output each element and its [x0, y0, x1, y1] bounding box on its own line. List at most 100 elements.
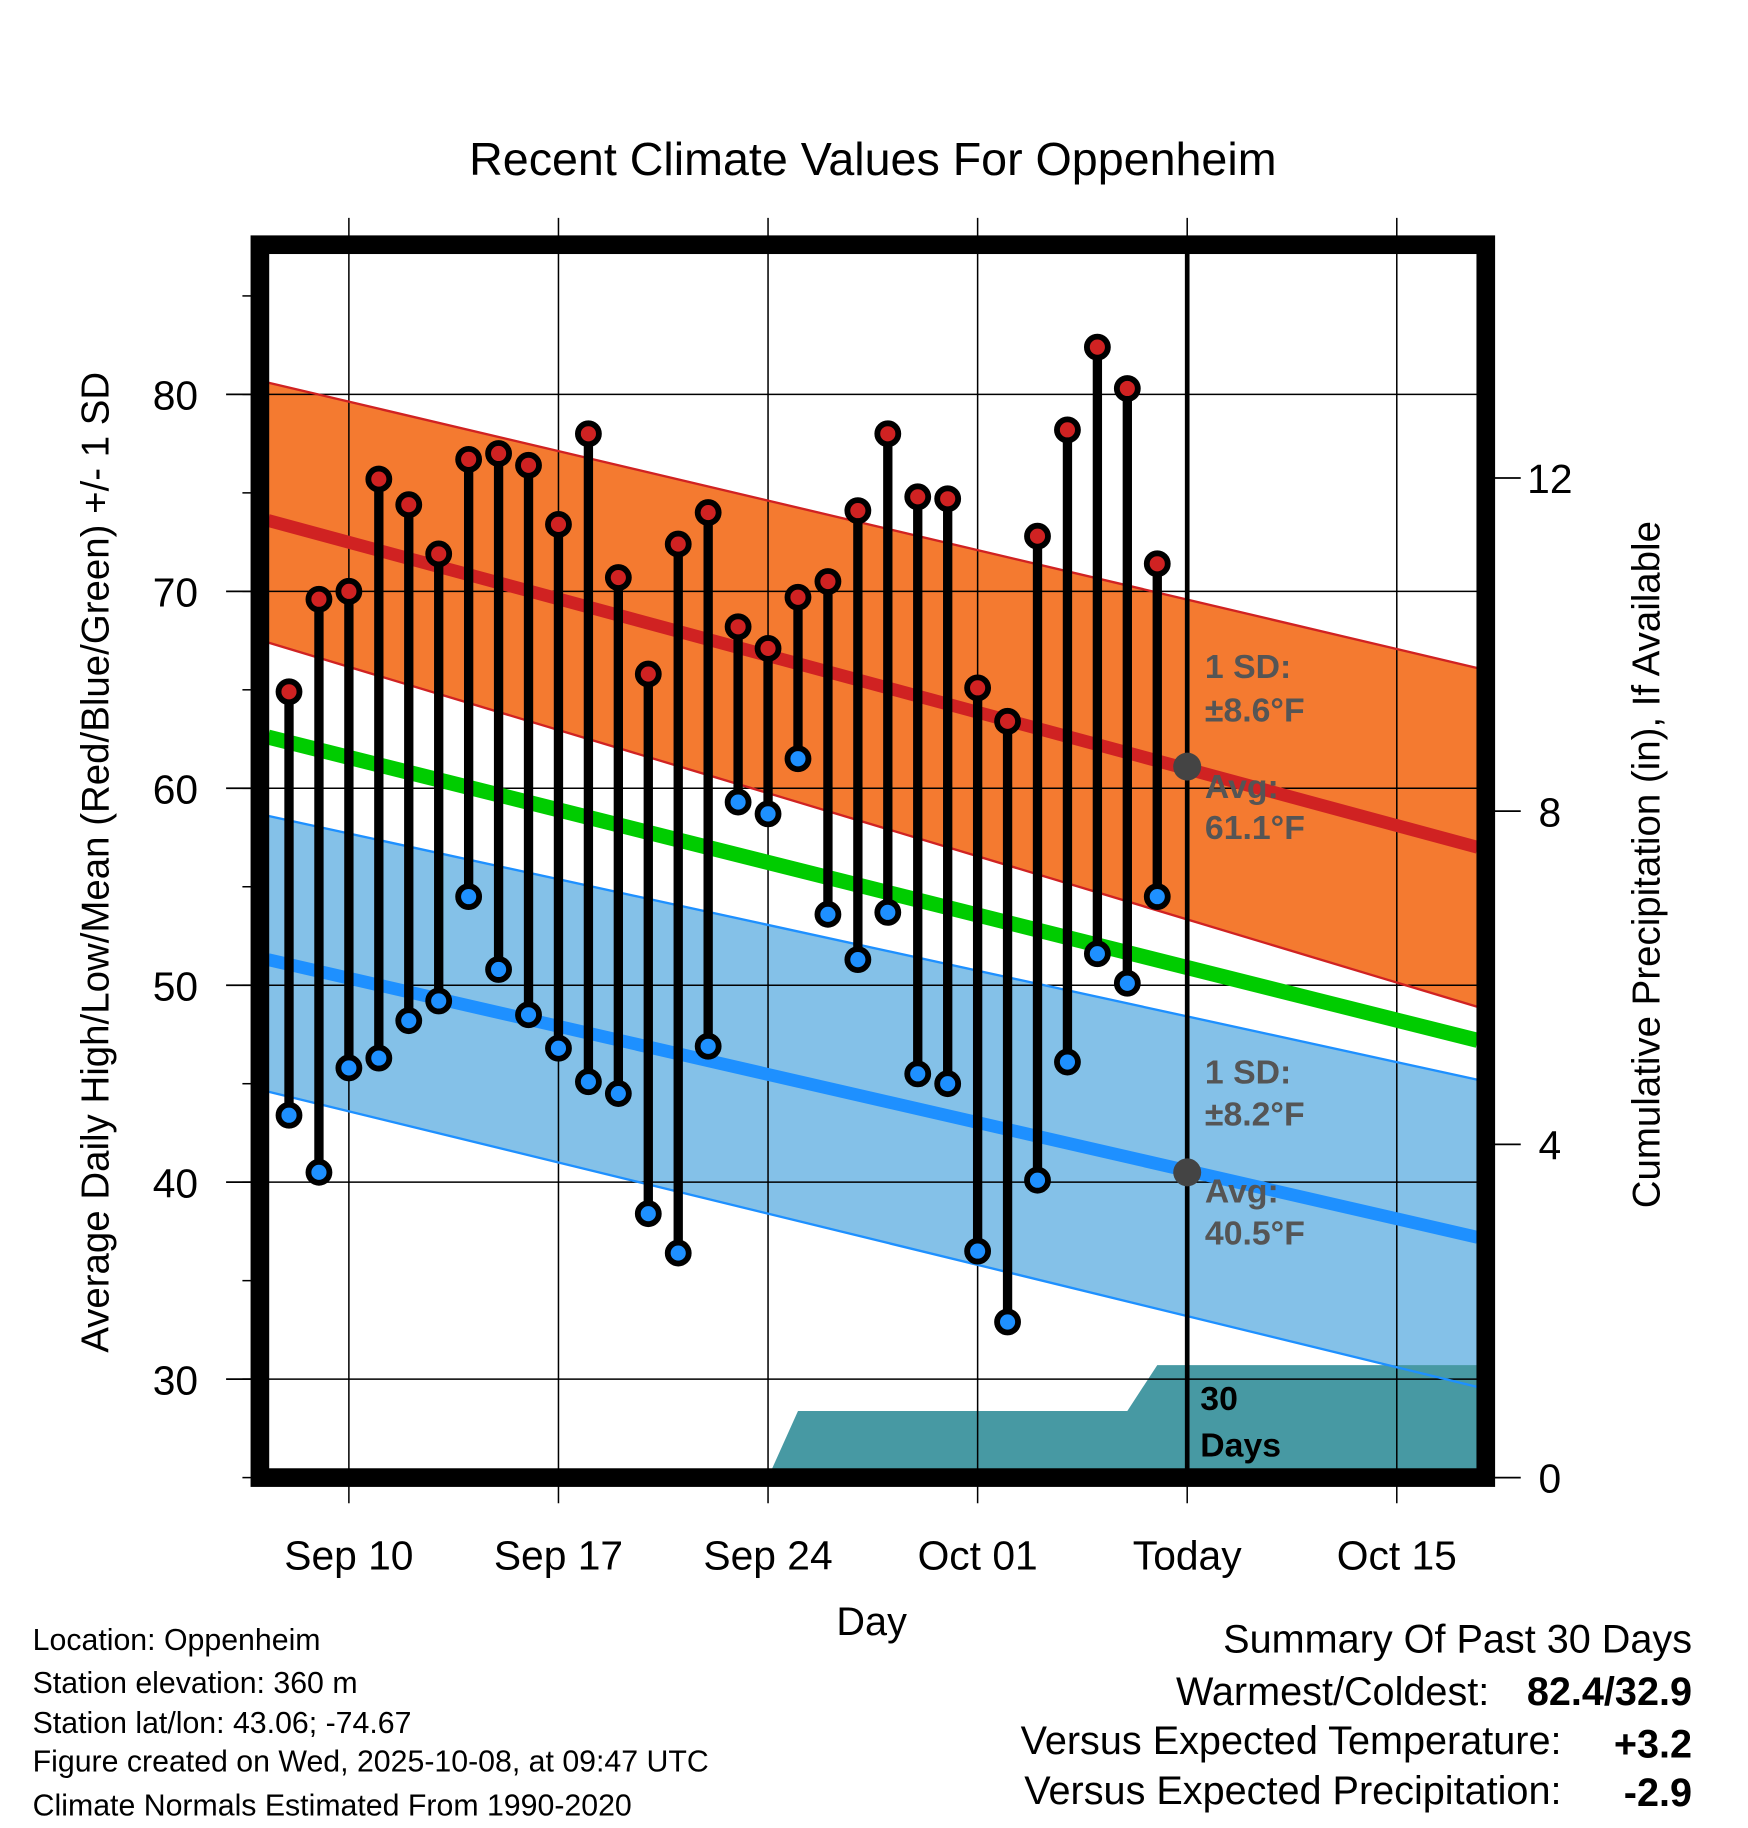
- x-tick-label: Oct 01: [918, 1533, 1038, 1579]
- low-point: [874, 898, 902, 926]
- high-point: [874, 420, 902, 448]
- low-point: [844, 946, 872, 974]
- high-avg-label: Avg:: [1205, 768, 1279, 806]
- high-sd-edge: [267, 381, 1478, 670]
- y-tick-label: 70: [153, 569, 198, 615]
- y-tick-label: 30: [153, 1357, 198, 1403]
- high-point: [335, 577, 363, 605]
- low-point: [904, 1060, 932, 1088]
- low-point: [694, 1032, 722, 1060]
- high-point: [545, 510, 572, 538]
- low-point: [604, 1080, 632, 1107]
- x-tick-label: Sep 24: [703, 1533, 832, 1579]
- x-tick-label: Sep 10: [284, 1533, 413, 1579]
- high-point: [784, 583, 812, 611]
- summary-temp-label: Versus Expected Temperature:: [1021, 1719, 1562, 1763]
- high-point: [964, 674, 992, 702]
- low-point: [1143, 883, 1171, 911]
- low-point: [964, 1237, 992, 1265]
- high-point: [1143, 550, 1171, 578]
- y2-tick-label: 12: [1527, 456, 1572, 502]
- footer-latlon: Station lat/lon: 43.06; -74.67: [33, 1707, 412, 1740]
- high-point: [485, 440, 512, 467]
- high-point: [934, 485, 962, 513]
- low-point: [1113, 969, 1141, 997]
- summary-warmest-value: 82.4/32.9: [1527, 1670, 1692, 1714]
- low-point: [275, 1101, 303, 1129]
- days-count: 30: [1200, 1380, 1238, 1418]
- low-point: [1024, 1166, 1051, 1194]
- low-sd-edge: [267, 1090, 1478, 1389]
- low-point: [1083, 940, 1111, 968]
- low-point: [335, 1054, 363, 1082]
- low-point: [934, 1070, 962, 1098]
- high-sd-value: ±8.6°F: [1205, 691, 1305, 729]
- low-point: [455, 883, 483, 911]
- x-axis-label: Day: [836, 1600, 907, 1644]
- x-tick-label: Oct 15: [1337, 1533, 1457, 1579]
- footer-elevation: Station elevation: 360 m: [33, 1667, 358, 1700]
- high-point: [604, 564, 632, 591]
- summary-temp-value: +3.2: [1614, 1722, 1692, 1766]
- y-tick-label: 60: [153, 766, 198, 812]
- high-point: [634, 660, 662, 688]
- y-axis-label: Average Daily High/Low/Mean (Red/Blue/Gr…: [74, 372, 117, 1353]
- today-high-avg-marker: [1173, 752, 1202, 781]
- y2-tick-label: 4: [1539, 1123, 1562, 1169]
- low-point: [545, 1034, 572, 1062]
- high-point: [395, 491, 423, 519]
- low-sd-label: 1 SD:: [1205, 1054, 1291, 1092]
- low-point: [784, 745, 812, 773]
- high-point: [1083, 333, 1111, 361]
- high-point: [455, 445, 483, 473]
- footer-location: Location: Oppenheim: [33, 1624, 321, 1657]
- precip-area: [268, 1365, 1478, 1478]
- low-point: [664, 1239, 692, 1267]
- chart-title: Recent Climate Values For Oppenheim: [469, 133, 1276, 185]
- high-sd-label: 1 SD:: [1205, 648, 1291, 686]
- high-point: [515, 451, 542, 479]
- y2-tick-label: 8: [1539, 789, 1562, 835]
- low-avg-label: Avg:: [1205, 1173, 1279, 1211]
- low-point: [754, 800, 782, 828]
- low-point: [425, 987, 453, 1015]
- high-point: [754, 635, 782, 662]
- low-point: [1054, 1048, 1081, 1076]
- low-point: [515, 1001, 542, 1029]
- low-sd-value: ±8.2°F: [1205, 1096, 1305, 1134]
- high-point: [664, 530, 692, 558]
- low-point: [395, 1007, 423, 1035]
- high-point: [275, 678, 303, 706]
- days-label: Days: [1200, 1427, 1281, 1465]
- low-avg-line: [266, 953, 1480, 1244]
- low-point: [634, 1200, 662, 1228]
- summary-warmest-label: Warmest/Coldest:: [1176, 1670, 1489, 1714]
- y-tick-label: 50: [153, 963, 198, 1009]
- low-point: [575, 1068, 602, 1096]
- high-avg-value: 61.1°F: [1205, 809, 1305, 847]
- y-tick-label: 80: [153, 373, 198, 419]
- summary-title: Summary Of Past 30 Days: [1223, 1617, 1692, 1661]
- x-tick-label: Sep 17: [494, 1533, 623, 1579]
- low-point: [305, 1158, 333, 1186]
- high-point: [994, 707, 1021, 735]
- high-point: [575, 420, 602, 448]
- high-point: [844, 497, 872, 524]
- y2-tick-label: 0: [1539, 1456, 1562, 1502]
- y-tick-label: 40: [153, 1160, 198, 1206]
- footer-normals: Climate Normals Estimated From 1990-2020: [33, 1790, 632, 1823]
- plot-frame: [250, 235, 1496, 1487]
- high-point: [724, 613, 752, 641]
- high-point: [425, 540, 453, 568]
- high-sd-band: [268, 382, 1478, 1007]
- high-point: [1024, 522, 1051, 550]
- low-point: [724, 788, 752, 816]
- low-point: [485, 956, 512, 983]
- high-point: [904, 483, 932, 511]
- high-point: [365, 465, 393, 493]
- low-avg-value: 40.5°F: [1205, 1215, 1305, 1253]
- summary-precip-value: -2.9: [1624, 1771, 1692, 1815]
- high-point: [694, 499, 722, 526]
